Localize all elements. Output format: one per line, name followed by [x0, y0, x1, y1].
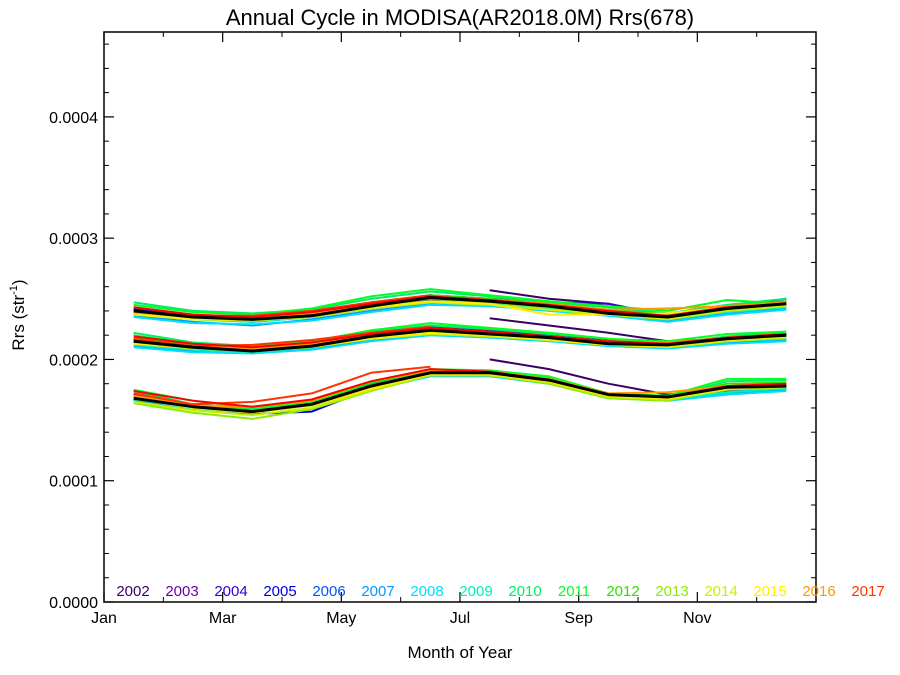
legend-label-2013: 2013: [655, 583, 688, 600]
legend-label-2012: 2012: [606, 583, 639, 600]
x-tick-label: Nov: [683, 610, 711, 627]
y-tick-label: 0.0000: [49, 595, 98, 612]
y-tick-label: 0.0002: [49, 352, 98, 369]
series-line-2008-median: [133, 334, 787, 355]
x-tick-label: Jul: [450, 610, 470, 627]
legend-label-2002: 2002: [116, 583, 149, 600]
legend-label-2004: 2004: [214, 583, 247, 600]
series-line-mean-median: [133, 328, 787, 353]
x-tick-label: Mar: [209, 610, 237, 627]
y-tick-label: 0.0001: [49, 474, 98, 491]
legend-label-2015: 2015: [753, 583, 786, 600]
legend-label-2010: 2010: [508, 583, 541, 600]
legend: 2002 2003 2004 2005 2006 2007 2008 2009 2010 2011…: [116, 583, 884, 600]
x-tick-label: Jan: [91, 610, 117, 627]
legend-label-2017: 2017: [851, 583, 884, 600]
series-line-2017-lower: [133, 365, 431, 406]
chart-title: Annual Cycle in MODISA(AR2018.0M) Rrs(67…: [226, 5, 694, 30]
y-tick-label: 0.0004: [49, 110, 98, 127]
y-axis-label-close: ): [9, 279, 28, 285]
legend-label-2009: 2009: [459, 583, 492, 600]
legend-label-2016: 2016: [802, 583, 835, 600]
x-tick-label: Sep: [564, 610, 593, 627]
y-axis-label: Rrs (str-1): [8, 279, 28, 350]
legend-label-2006: 2006: [312, 583, 345, 600]
x-axis-label: Month of Year: [408, 643, 513, 662]
series-line-2014-lower: [133, 374, 787, 417]
x-tick-label: May: [326, 610, 356, 627]
legend-label-2011: 2011: [558, 583, 590, 600]
series-layer: [133, 288, 787, 420]
legend-label-2003: 2003: [165, 583, 198, 600]
legend-label-2008: 2008: [410, 583, 443, 600]
series-line-mean-lower: [133, 371, 787, 414]
y-axis-label-superscript: -1: [8, 285, 20, 295]
legend-label-2007: 2007: [361, 583, 394, 600]
legend-label-2005: 2005: [263, 583, 296, 600]
y-axis-label-main: Rrs (str: [9, 295, 28, 351]
series-line-mean-upper: [133, 296, 787, 321]
y-tick-label: 0.0003: [49, 231, 98, 248]
series-line-2008-upper: [133, 303, 787, 326]
ticks-layer: 0.0000 0.0001 0.0002 0.0003 0.0004 Jan Mar May J…: [49, 32, 816, 627]
legend-label-2014: 2014: [704, 583, 737, 600]
